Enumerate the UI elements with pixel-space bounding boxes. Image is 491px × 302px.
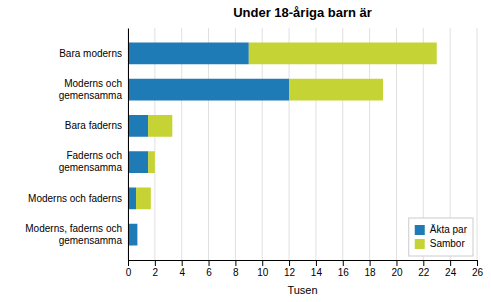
y-tick-label: Bara faderns: [65, 120, 122, 131]
y-tick: Bara faderns: [65, 120, 122, 131]
x-tick-mark: [262, 260, 263, 266]
x-axis: 02468101214161820222426: [126, 260, 484, 278]
x-tick: 12: [284, 260, 296, 278]
legend-label: Sambor: [430, 238, 466, 249]
x-tick: 18: [365, 260, 377, 278]
bar: [249, 43, 437, 65]
x-tick: 6: [206, 260, 212, 278]
grid-line: [477, 28, 478, 260]
bar: [128, 79, 289, 101]
x-tick-label: 4: [179, 267, 185, 278]
y-tick-label: Faderns ochgemensamma: [59, 150, 123, 173]
y-tick-label: Moderns ochgemensamma: [59, 78, 123, 101]
x-tick-mark: [128, 260, 129, 266]
legend-box: [409, 218, 473, 256]
x-tick-label: 20: [391, 267, 403, 278]
y-axis-line: [128, 29, 129, 261]
x-tick: 2: [153, 260, 159, 278]
x-tick: 24: [445, 260, 457, 278]
x-tick-mark: [182, 260, 183, 266]
x-tick-mark: [235, 260, 236, 266]
bar: [128, 43, 249, 65]
x-tick-label: 2: [153, 267, 159, 278]
x-tick-label: 8: [233, 267, 239, 278]
grid: [128, 28, 477, 260]
x-tick-mark: [477, 260, 478, 266]
legend-item: Äkta par: [415, 224, 468, 235]
x-tick-mark: [343, 260, 344, 266]
y-tick: Moderns och faderns: [28, 193, 122, 204]
x-tick-label: 0: [126, 267, 132, 278]
x-tick: 20: [391, 260, 403, 278]
x-tick: 14: [311, 260, 323, 278]
x-tick-label: 12: [284, 267, 296, 278]
legend-swatch: [415, 239, 425, 249]
bar: [148, 151, 155, 173]
bar: [128, 224, 137, 246]
x-tick: 26: [472, 260, 484, 278]
x-tick-label: 26: [472, 267, 484, 278]
bar: [137, 224, 138, 246]
grid-line: [128, 28, 129, 260]
bar: [136, 188, 151, 210]
bars: [128, 43, 437, 246]
x-tick: 22: [418, 260, 430, 278]
x-tick-label: 16: [338, 267, 350, 278]
x-tick-label: 6: [206, 267, 212, 278]
y-tick: Faderns ochgemensamma: [59, 150, 123, 173]
y-tick-label: Bara moderns: [59, 48, 122, 59]
x-tick-mark: [423, 260, 424, 266]
x-tick-label: 24: [445, 267, 457, 278]
bar: [128, 115, 148, 137]
x-tick: 4: [179, 260, 185, 278]
x-tick-mark: [396, 260, 397, 266]
y-tick: Bara moderns: [59, 48, 122, 59]
x-tick-mark: [316, 260, 317, 266]
legend-item: Sambor: [415, 238, 466, 249]
y-tick-label: Moderns, faderns ochgemensamma: [25, 223, 122, 246]
bar-series: [136, 43, 437, 210]
bar: [289, 79, 383, 101]
x-tick-mark: [289, 260, 290, 266]
y-tick-label-line: Moderns och: [64, 78, 122, 89]
bar: [148, 115, 172, 137]
x-tick-mark: [450, 260, 451, 266]
chart: Under 18-åriga barn är024681012141618202…: [0, 0, 491, 302]
x-tick-label: 10: [257, 267, 269, 278]
y-tick-label-line: gemensamma: [59, 235, 123, 246]
legend-swatch: [415, 225, 425, 235]
x-tick: 16: [338, 260, 350, 278]
bar-series: [128, 43, 289, 246]
y-tick: Moderns ochgemensamma: [59, 78, 123, 101]
x-tick-mark: [370, 260, 371, 266]
x-tick-mark: [209, 260, 210, 266]
bar: [128, 188, 136, 210]
bar: [128, 151, 148, 173]
x-axis-title: Tusen: [287, 284, 317, 296]
x-tick: 8: [233, 260, 239, 278]
title: Under 18-åriga barn är: [233, 5, 372, 20]
x-tick-mark: [155, 260, 156, 266]
x-tick-label: 14: [311, 267, 323, 278]
y-tick: Moderns, faderns ochgemensamma: [25, 223, 122, 246]
legend: Äkta par Sambor: [409, 218, 473, 256]
x-tick: 10: [257, 260, 269, 278]
x-tick: 0: [126, 260, 132, 278]
y-tick-label-line: Moderns, faderns och: [25, 223, 122, 234]
y-tick-label-line: gemensamma: [59, 162, 123, 173]
y-tick-label-line: Bara faderns: [65, 120, 122, 131]
y-tick-label: Moderns och faderns: [28, 193, 122, 204]
legend-label: Äkta par: [430, 224, 468, 235]
x-tick-label: 18: [365, 267, 377, 278]
y-tick-label-line: Bara moderns: [59, 48, 122, 59]
plot-area: 02468101214161820222426Bara modernsModer…: [25, 28, 483, 278]
x-axis-line: [129, 261, 478, 267]
y-tick-label-line: gemensamma: [59, 90, 123, 101]
y-tick-label-line: Faderns och: [66, 150, 122, 161]
y-tick-label-line: Moderns och faderns: [28, 193, 122, 204]
x-tick-label: 22: [418, 267, 430, 278]
y-axis: Bara modernsModerns ochgemensammaBara fa…: [25, 29, 128, 261]
